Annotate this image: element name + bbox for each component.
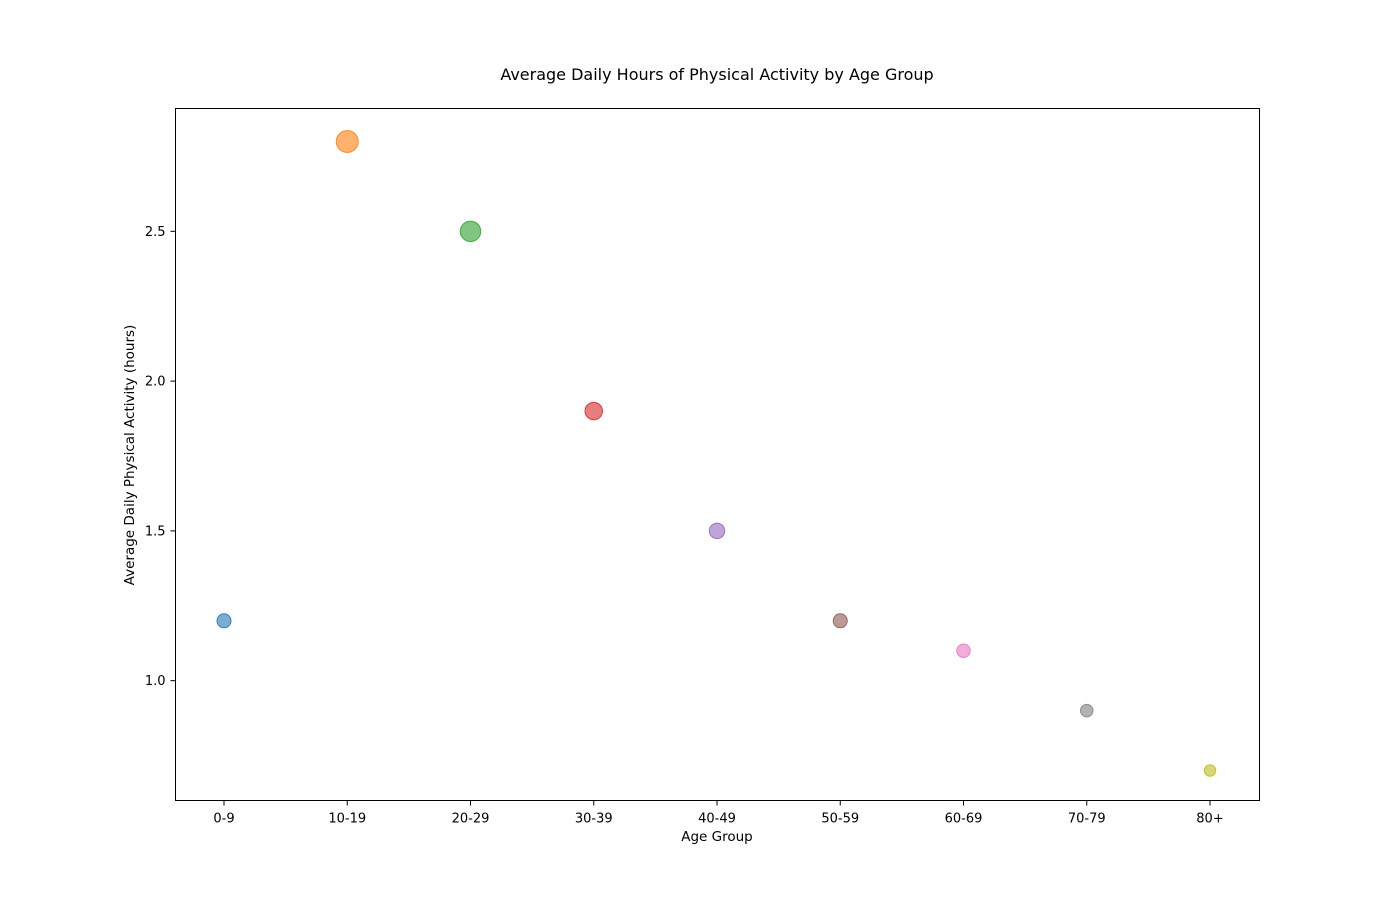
x-tick-label: 0-9 xyxy=(213,812,234,827)
scatter-point-20-29 xyxy=(459,220,482,243)
scatter-point-50-59 xyxy=(832,613,848,629)
x-tick-label: 60-69 xyxy=(945,812,983,827)
y-axis-label: Average Daily Physical Activity (hours) xyxy=(122,325,138,586)
y-tick-label: 1.0 xyxy=(145,674,166,689)
x-tick-label: 20-29 xyxy=(452,812,490,827)
x-tick-label: 80+ xyxy=(1196,812,1223,827)
x-tick-label: 30-39 xyxy=(575,812,613,827)
scatter-point-40-49 xyxy=(708,522,726,540)
scatter-point-70-79 xyxy=(1080,703,1094,718)
scatter-point-80plus xyxy=(1203,764,1217,777)
x-tick-label: 10-19 xyxy=(328,812,366,827)
x-tick-label: 70-79 xyxy=(1068,812,1106,827)
y-tick-label: 1.5 xyxy=(145,524,166,539)
plot-area-frame xyxy=(175,108,1260,801)
scatter-point-10-19 xyxy=(335,129,359,153)
data-points xyxy=(216,129,1217,777)
y-tick-label: 2.0 xyxy=(145,375,166,390)
x-axis-label: Age Group xyxy=(681,829,753,845)
scatter-point-60-69 xyxy=(956,643,971,658)
x-tick-label: 40-49 xyxy=(698,812,736,827)
y-tick-label: 2.5 xyxy=(145,225,166,240)
scatter-point-0-9 xyxy=(216,613,232,629)
x-tick-label: 50-59 xyxy=(821,812,859,827)
scatter-point-30-39 xyxy=(584,401,603,421)
chart-title: Average Daily Hours of Physical Activity… xyxy=(500,65,933,84)
axis-ticks: 0-9 10-19 20-29 30-39 40-49 50-59 60-69 70-79 80… xyxy=(145,225,1224,827)
